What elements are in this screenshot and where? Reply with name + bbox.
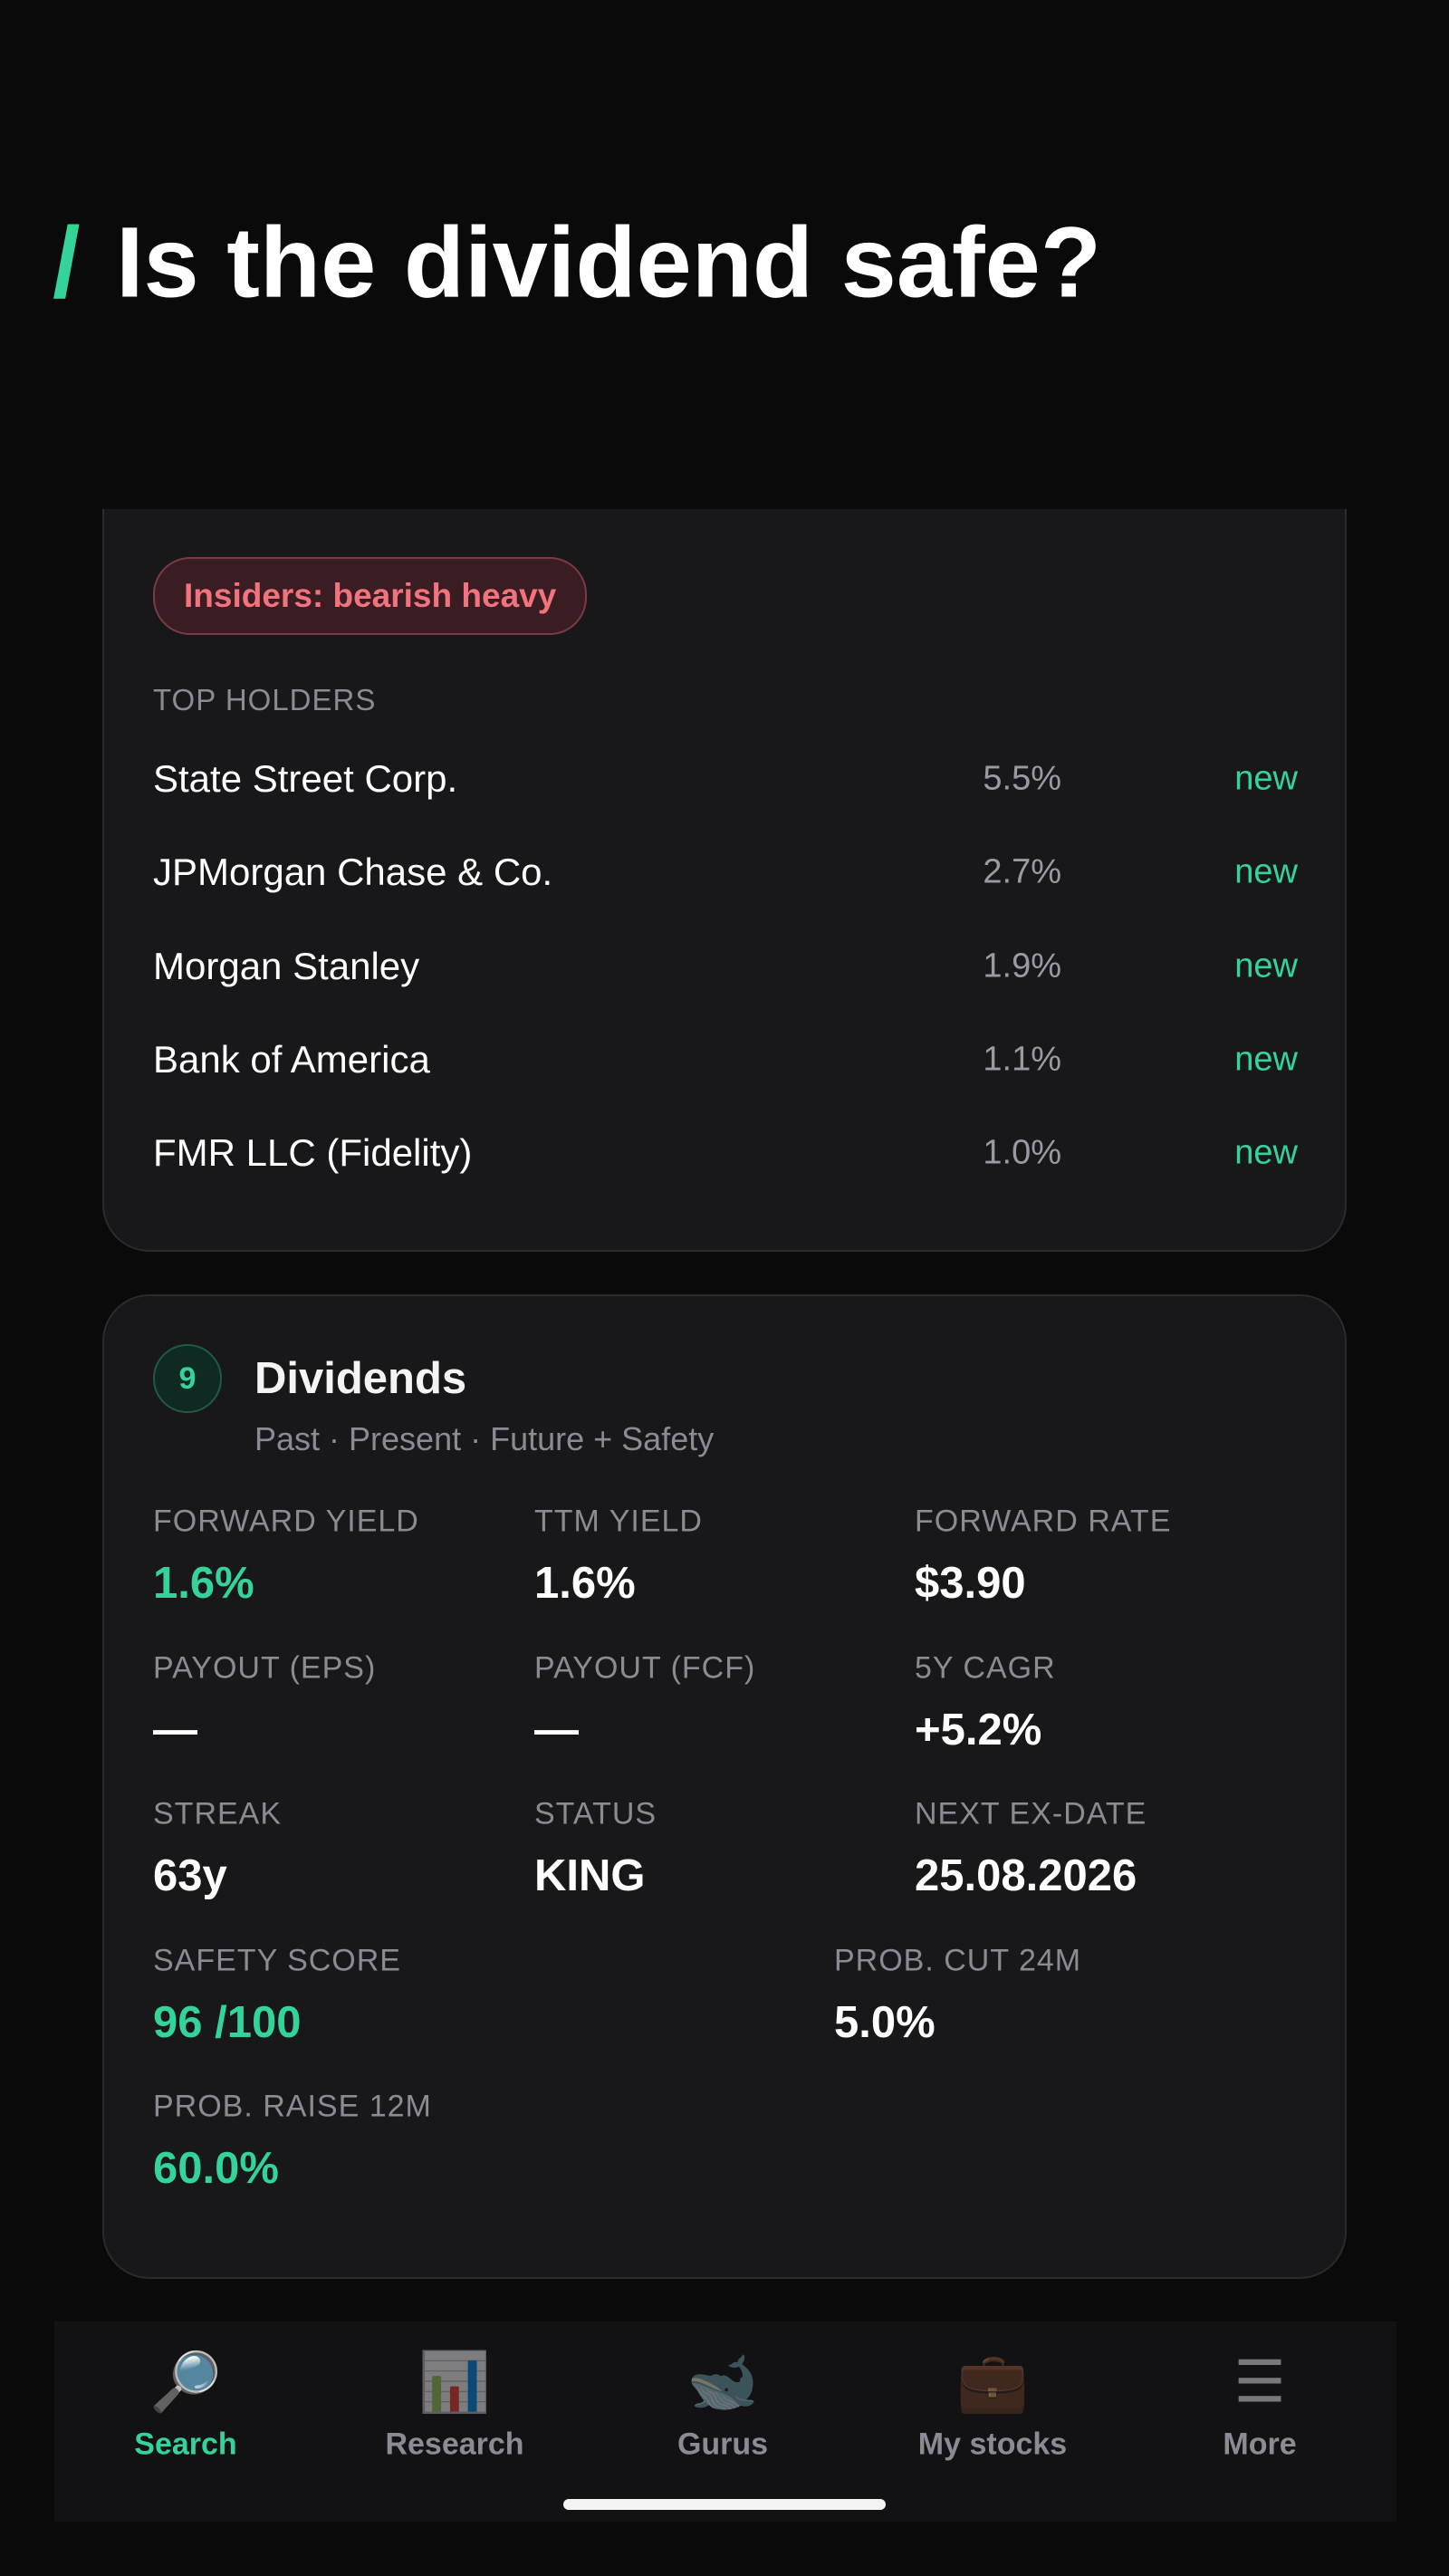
metric-value: 25.08.2026	[915, 1851, 1137, 1900]
metric-value: 60.0%	[153, 2144, 279, 2193]
metric-value: —	[534, 1705, 579, 1754]
metric-label: PROB. RAISE 12M	[153, 2089, 432, 2124]
metric-label: FORWARD RATE	[915, 1504, 1172, 1539]
metric-label: STATUS	[534, 1796, 657, 1831]
nav-icon[interactable]: 💼	[956, 2349, 1029, 2415]
holder-share: 2.7%	[983, 852, 1061, 891]
page-title: Is the dividend safe?	[116, 207, 1102, 319]
title-marker: /	[53, 207, 81, 319]
nav-icon[interactable]: 📊	[418, 2349, 491, 2415]
nav-icon[interactable]: 🐋	[686, 2349, 759, 2415]
home-indicator	[563, 2499, 886, 2510]
insider-badge: Insiders: bearish heavy	[153, 557, 588, 635]
metric-label: PAYOUT (FCF)	[534, 1650, 756, 1685]
metric-label: PAYOUT (EPS)	[153, 1650, 377, 1685]
section-label: TOP HOLDERS	[153, 683, 377, 716]
metric-label: NEXT EX-DATE	[915, 1796, 1147, 1831]
holder-share: 1.0%	[983, 1133, 1061, 1172]
metric-value: KING	[534, 1851, 646, 1900]
holder-status: new	[1234, 947, 1298, 985]
holder-status: new	[1234, 1133, 1298, 1172]
holder-status: new	[1234, 852, 1298, 891]
dividends-card	[102, 1294, 1347, 2279]
holder-name: JPMorgan Chase & Co.	[153, 851, 553, 894]
metric-label: TTM YIELD	[534, 1504, 703, 1539]
nav-label[interactable]: Search	[134, 2427, 237, 2462]
holder-share: 1.1%	[983, 1040, 1061, 1079]
holder-name: Bank of America	[153, 1037, 430, 1081]
metric-label: FORWARD YIELD	[153, 1504, 419, 1539]
holder-share: 5.5%	[983, 759, 1061, 798]
section-number: 9	[153, 1344, 222, 1413]
holder-name: State Street Corp.	[153, 757, 458, 800]
metric-value: 1.6%	[534, 1559, 636, 1608]
metric-label: 5Y CAGR	[915, 1650, 1056, 1685]
bottom-nav	[54, 2321, 1396, 2522]
metric-value: 63y	[153, 1851, 227, 1900]
holder-status: new	[1234, 1040, 1298, 1079]
holder-name: Morgan Stanley	[153, 944, 420, 987]
holder-name: FMR LLC (Fidelity)	[153, 1131, 473, 1175]
metric-value: 5.0%	[834, 1997, 936, 2047]
nav-label[interactable]: My stocks	[917, 2427, 1068, 2462]
metric-value: 96 /100	[153, 1997, 302, 2047]
metric-value: —	[153, 1705, 197, 1754]
nav-label[interactable]: More	[1223, 2427, 1297, 2462]
section-title: Dividends	[254, 1354, 467, 1403]
metric-value: +5.2%	[915, 1705, 1042, 1754]
metric-value: $3.90	[915, 1559, 1026, 1608]
metric-value: 1.6%	[153, 1559, 254, 1608]
holder-status: new	[1234, 759, 1298, 798]
metric-label: SAFETY SCORE	[153, 1943, 401, 1977]
holder-share: 1.9%	[983, 947, 1061, 985]
metric-label: PROB. CUT 24M	[834, 1943, 1082, 1977]
nav-label[interactable]: Gurus	[677, 2427, 769, 2462]
nav-icon[interactable]: ☰	[1233, 2349, 1286, 2415]
section-subtitle: Past · Present · Future + Safety	[254, 1420, 715, 1457]
nav-icon[interactable]: 🔎	[149, 2349, 222, 2415]
nav-label[interactable]: Research	[385, 2427, 524, 2462]
metric-label: STREAK	[153, 1796, 283, 1831]
